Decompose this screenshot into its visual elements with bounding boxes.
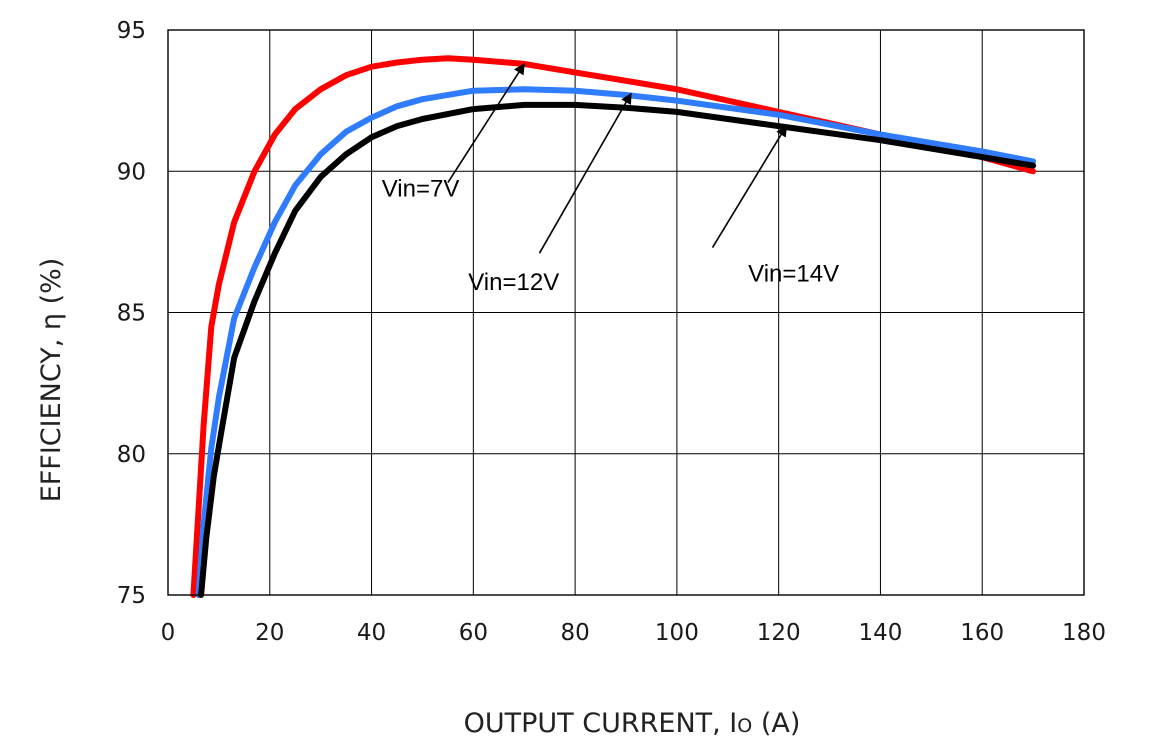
x-tick-label: 160: [960, 620, 1004, 646]
x-axis-title: OUTPUT CURRENT, IO (A): [464, 708, 801, 739]
annotation-arrow: [711, 125, 787, 248]
series-line-vin-14v: [198, 101, 1037, 598]
plot-frame: [167, 29, 1085, 596]
x-tick-label: 40: [357, 620, 386, 646]
y-tick-label: 75: [117, 583, 146, 609]
y-tick-label: 85: [117, 301, 146, 327]
y-tick-label: 80: [117, 442, 146, 468]
x-tick-label: 120: [757, 620, 801, 646]
x-tick-label: 140: [858, 620, 902, 646]
y-tick-label: 90: [117, 159, 146, 185]
annotation-label: Vin=7V: [382, 176, 460, 203]
y-tick-label: 95: [117, 18, 146, 44]
x-tick-label: 0: [161, 620, 176, 646]
x-tick-labels: 0 20 40 60 80 100 120 140 160 180: [161, 620, 1106, 646]
series-line-vin-7v: [190, 55, 1037, 598]
annotation-arrow: [538, 92, 632, 254]
x-tick-label: 60: [459, 620, 488, 646]
x-tick-label: 100: [655, 620, 699, 646]
annotation-label: Vin=12V: [468, 269, 559, 296]
x-tick-label: 180: [1062, 620, 1106, 646]
annotations: Vin=7V Vin=12V Vin=14V: [382, 62, 839, 296]
series-line-vin-12v: [195, 86, 1037, 598]
y-axis-title: EFFICIENCY, η (%): [36, 258, 67, 503]
annotation-arrow: [447, 62, 525, 183]
annotation-label: Vin=14V: [748, 260, 839, 287]
y-tick-labels: 75 80 85 90 95: [117, 18, 146, 609]
x-tick-label: 80: [560, 620, 589, 646]
x-tick-label: 20: [255, 620, 284, 646]
series-group: [190, 55, 1037, 598]
